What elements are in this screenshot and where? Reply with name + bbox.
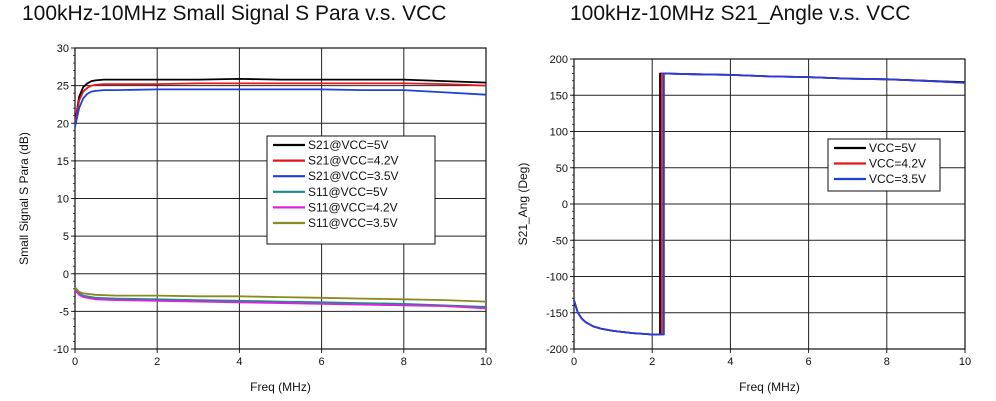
left-y-tick-label: -5 <box>59 306 69 318</box>
left-series-line-2 <box>74 82 487 124</box>
left-y-tick-label: 30 <box>57 43 69 55</box>
left-legend-label-5: S11@VCC=4.2V <box>308 200 398 214</box>
left-series-line-5 <box>74 289 487 310</box>
left-x-tick-label: 8 <box>401 356 407 368</box>
left-series-line-4 <box>74 288 487 308</box>
right-x-tick-label: 2 <box>649 356 655 368</box>
right-y-tick-label: 150 <box>550 90 568 102</box>
left-series-line-1 <box>74 78 487 124</box>
left-x-tick-label: 6 <box>319 356 325 368</box>
right-x-tick-label: 10 <box>959 356 971 368</box>
left-y-tick-label: 25 <box>57 81 69 93</box>
left-x-tick-label: 0 <box>72 356 78 368</box>
right-y-tick-label: 0 <box>562 199 568 211</box>
right-x-axis-label: Freq (MHz) <box>739 380 800 394</box>
left-chart-title: 100kHz-10MHz Small Signal S Para v.s. VC… <box>22 2 447 25</box>
left-y-tick-label: 10 <box>57 194 69 206</box>
right-plot-frame <box>573 58 966 350</box>
right-chart-title: 100kHz-10MHz S21_Angle v.s. VCC <box>570 2 911 25</box>
right-x-tick-label: 4 <box>727 356 733 368</box>
left-x-tick-label: 10 <box>480 356 492 368</box>
left-y-tick-label: 15 <box>57 156 69 168</box>
left-x-tick-label: 4 <box>236 356 242 368</box>
left-legend-box <box>266 135 436 245</box>
right-y-tick-label: -100 <box>546 272 568 284</box>
left-legend-label-2: S21@VCC=4.2V <box>308 154 399 168</box>
left-y-tick-label: 0 <box>63 269 69 281</box>
right-legend-label-3: VCC=3.5V <box>869 172 926 186</box>
right-y-tick-label: -50 <box>552 235 568 247</box>
left-legend-label-6: S11@VCC=3.5V <box>308 216 398 230</box>
right-x-tick-label: 0 <box>571 356 577 368</box>
right-y-tick-label: 200 <box>550 54 568 66</box>
left-legend-label-1: S21@VCC=5V <box>308 138 389 152</box>
right-legend-label-2: VCC=4.2V <box>869 157 926 171</box>
right-y-tick-label: -200 <box>546 344 568 356</box>
left-y-tick-label: -10 <box>53 344 69 356</box>
right-y-tick-label: 100 <box>550 127 568 139</box>
right-series-line-3 <box>573 72 966 336</box>
left-x-tick-label: 2 <box>154 356 160 368</box>
left-y-tick-label: 20 <box>57 118 69 130</box>
left-legend-label-3: S21@VCC=3.5V <box>308 169 399 183</box>
right-y-tick-label: 50 <box>556 163 568 175</box>
right-y-axis-label: S21_Ang (Deg) <box>516 163 530 246</box>
left-plot-frame <box>74 47 487 350</box>
right-y-tick-label: -150 <box>546 308 568 320</box>
left-y-tick-label: 5 <box>63 231 69 243</box>
left-y-axis-label: Small Signal S Para (dB) <box>17 132 31 265</box>
left-legend-label-4: S11@VCC=5V <box>308 185 388 199</box>
left-x-axis-label: Freq (MHz) <box>250 380 311 394</box>
right-legend-label-1: VCC=5V <box>869 141 916 155</box>
right-x-tick-label: 6 <box>806 356 812 368</box>
right-x-tick-label: 8 <box>884 356 890 368</box>
left-series-line-6 <box>74 286 487 303</box>
left-series-line-3 <box>74 88 487 128</box>
